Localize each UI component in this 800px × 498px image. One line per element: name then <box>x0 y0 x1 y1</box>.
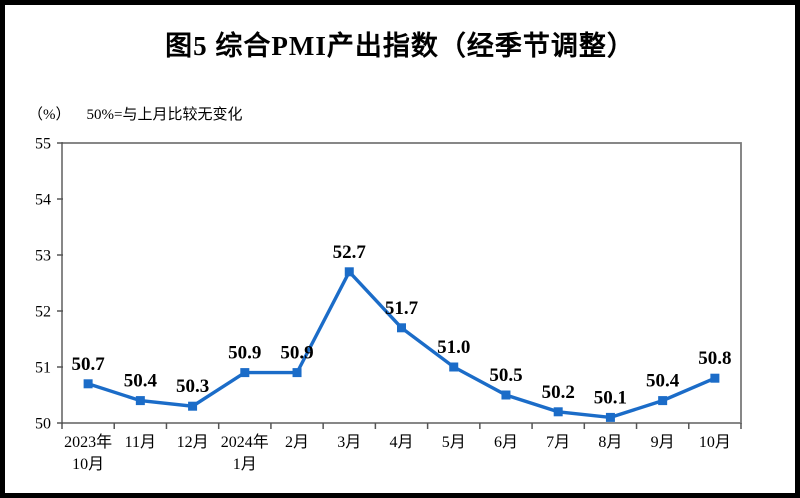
y-axis-unit-label: （%） <box>28 107 71 123</box>
value-label: 50.4 <box>124 371 158 392</box>
data-point-marker <box>135 396 145 406</box>
value-label: 50.5 <box>489 365 522 386</box>
x-tick-label: 2024年 <box>221 433 269 451</box>
data-point-marker <box>501 390 511 400</box>
x-tick-label: 2023年 <box>64 433 112 451</box>
x-tick-label: 9月 <box>651 434 675 451</box>
value-label: 50.8 <box>698 348 731 369</box>
value-label: 51.0 <box>437 337 470 358</box>
y-tick-label: 55 <box>35 136 51 153</box>
chart-title: 图5 综合PMI产出指数（经季节调整） <box>165 31 635 61</box>
y-tick-label: 53 <box>35 248 51 265</box>
y-tick-label: 54 <box>35 192 51 209</box>
x-tick-label: 2月 <box>285 434 309 451</box>
data-point-marker <box>83 379 93 389</box>
x-tick-label: 8月 <box>598 434 622 451</box>
x-tick-label: 1月 <box>233 456 257 473</box>
plot-area-border <box>61 142 742 424</box>
y-tick-label: 50 <box>35 416 51 433</box>
x-tick-label: 10月 <box>699 434 731 451</box>
value-label: 50.9 <box>228 343 261 364</box>
y-tick-label: 52 <box>35 304 51 321</box>
value-label: 50.2 <box>542 382 575 403</box>
data-point-marker <box>240 368 250 378</box>
data-point-marker <box>658 396 668 406</box>
data-point-marker <box>292 368 302 378</box>
value-label: 52.7 <box>333 242 367 263</box>
data-point-marker <box>449 362 459 372</box>
value-label: 50.4 <box>646 371 680 392</box>
x-tick-label: 12月 <box>177 434 209 451</box>
x-tick-label: 7月 <box>546 434 570 451</box>
y-tick-label: 51 <box>35 360 51 377</box>
value-label: 51.7 <box>385 298 419 319</box>
x-tick-label: 3月 <box>337 434 361 451</box>
x-tick-label: 5月 <box>442 434 466 451</box>
value-label: 50.1 <box>594 387 627 408</box>
axis-note: 50%=与上月比较无变化 <box>86 107 243 123</box>
data-point-marker <box>344 267 354 277</box>
value-label: 50.9 <box>280 343 313 364</box>
data-point-marker <box>605 412 615 422</box>
x-tick-label: 6月 <box>494 434 518 451</box>
data-point-marker <box>397 323 406 333</box>
data-point-marker <box>710 373 720 383</box>
x-tick-label: 4月 <box>389 434 413 451</box>
data-point-marker <box>188 401 198 411</box>
axis-note-row: （%） 50%=与上月比较无变化 <box>28 103 242 124</box>
data-point-marker <box>553 407 563 417</box>
x-tick-label: 10月 <box>72 456 104 473</box>
x-tick-label: 11月 <box>125 434 156 451</box>
value-label: 50.3 <box>176 376 209 397</box>
value-label: 50.7 <box>71 354 105 375</box>
